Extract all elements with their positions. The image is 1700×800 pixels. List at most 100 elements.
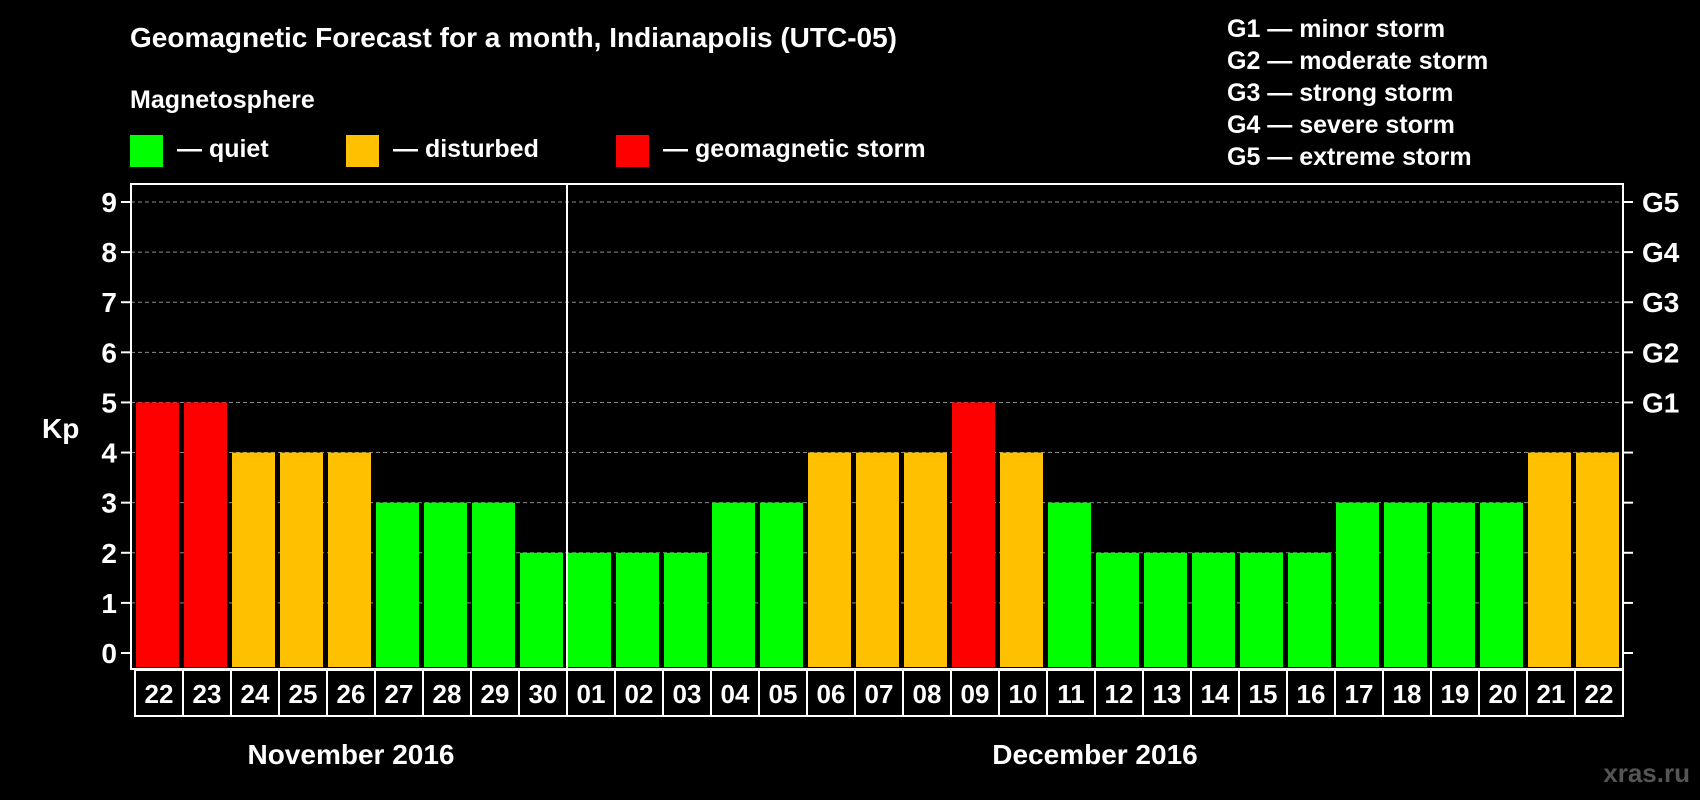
legend-heading: Magnetosphere	[130, 86, 315, 114]
bar	[856, 452, 899, 667]
bar	[1480, 502, 1523, 667]
bar	[664, 552, 707, 667]
storm-scale-g5: G5 — extreme storm	[1227, 143, 1472, 171]
y-tick-label: 9	[101, 187, 117, 218]
legend-swatch-quiet	[130, 135, 163, 167]
bar	[136, 402, 179, 667]
storm-scale-g2: G2 — moderate storm	[1227, 47, 1488, 75]
y-axis-label: Kp	[42, 413, 79, 444]
bar	[1048, 502, 1091, 667]
x-tick-label: 02	[625, 679, 654, 709]
right-axis-label: G2	[1642, 337, 1679, 368]
x-tick-label: 17	[1345, 679, 1374, 709]
x-tick-label: 23	[193, 679, 222, 709]
x-tick-label: 14	[1201, 679, 1230, 709]
bar	[568, 552, 611, 667]
x-tick-label: 22	[145, 679, 174, 709]
x-tick-label: 06	[817, 679, 846, 709]
x-tick-label: 25	[289, 679, 318, 709]
y-axis-ticks: 0 1 2 3 4 5 6 7 8 9	[101, 187, 1633, 669]
chart-title: Geomagnetic Forecast for a month, Indian…	[130, 22, 897, 53]
x-tick-label: 19	[1441, 679, 1470, 709]
right-axis-label: G4	[1642, 237, 1680, 268]
bar	[280, 452, 323, 667]
y-tick-label: 4	[101, 438, 117, 469]
bar	[616, 552, 659, 667]
x-tick-label: 07	[865, 679, 894, 709]
y-tick-label: 7	[101, 287, 117, 318]
x-tick-label: 28	[433, 679, 462, 709]
y-tick-label: 3	[101, 488, 117, 519]
x-tick-label: 18	[1393, 679, 1422, 709]
x-tick-label: 05	[769, 679, 798, 709]
bar	[1576, 452, 1619, 667]
month-label: December 2016	[992, 739, 1197, 770]
legend-label-storm: — geomagnetic storm	[663, 135, 926, 163]
x-tick-label: 24	[241, 679, 270, 709]
storm-scale-g4: G4 — severe storm	[1227, 111, 1455, 139]
bar	[1288, 552, 1331, 667]
y-tick-label: 0	[101, 638, 117, 669]
storm-scale-g3: G3 — strong storm	[1227, 79, 1453, 107]
legend: — quiet — disturbed — geomagnetic storm	[130, 135, 926, 167]
x-tick-label: 12	[1105, 679, 1134, 709]
legend-label-disturbed: — disturbed	[393, 135, 539, 163]
x-tick-label: 26	[337, 679, 366, 709]
month-label: November 2016	[247, 739, 454, 770]
x-axis-date-cells: 22 23 24 25 26 27 28 29 30 01 02 03 04 05 06 07 08 09 10 11…	[134, 669, 1624, 717]
x-tick-label: 21	[1537, 679, 1566, 709]
storm-scale-legend: G1 — minor storm G2 — moderate storm G3 …	[1227, 15, 1488, 171]
y-tick-label: 8	[101, 237, 117, 268]
bar	[328, 452, 371, 667]
x-tick-label: 27	[385, 679, 414, 709]
bar	[376, 502, 419, 667]
x-tick-label: 16	[1297, 679, 1326, 709]
x-tick-label: 01	[577, 679, 606, 709]
right-axis-labels: G1 G2 G3 G4 G5	[1642, 187, 1680, 418]
month-labels: November 2016 December 2016	[247, 739, 1197, 770]
x-tick-label: 20	[1489, 679, 1518, 709]
x-tick-label: 04	[721, 679, 750, 709]
x-tick-label: 30	[529, 679, 558, 709]
legend-swatch-storm	[616, 135, 649, 167]
bar	[1528, 452, 1571, 667]
bar	[904, 452, 947, 667]
bar	[472, 502, 515, 667]
x-tick-label: 11	[1057, 679, 1085, 709]
x-tick-label: 10	[1009, 679, 1038, 709]
right-axis-label: G3	[1642, 287, 1679, 318]
bar	[808, 452, 851, 667]
bar	[1096, 552, 1139, 667]
y-tick-label: 6	[101, 337, 117, 368]
bar	[1144, 552, 1187, 667]
y-tick-label: 1	[101, 588, 117, 619]
x-tick-label: 15	[1249, 679, 1278, 709]
bar	[1240, 552, 1283, 667]
x-tick-label: 08	[913, 679, 942, 709]
y-tick-label: 5	[101, 387, 117, 418]
bar	[520, 552, 563, 667]
bar	[952, 402, 995, 667]
legend-label-quiet: — quiet	[177, 135, 269, 163]
bars	[136, 402, 1619, 667]
storm-scale-g1: G1 — minor storm	[1227, 15, 1445, 43]
x-tick-label: 13	[1153, 679, 1182, 709]
bar	[1336, 502, 1379, 667]
plot-frame	[130, 183, 1624, 670]
bar	[184, 402, 227, 667]
x-tick-label: 29	[481, 679, 510, 709]
x-tick-label: 09	[961, 679, 990, 709]
bar	[1000, 452, 1043, 667]
bar	[760, 502, 803, 667]
legend-swatch-disturbed	[346, 135, 379, 167]
bar	[712, 502, 755, 667]
bar	[232, 452, 275, 667]
bar	[1384, 502, 1427, 667]
bar	[1432, 502, 1475, 667]
y-tick-label: 2	[101, 538, 117, 569]
right-axis-label: G1	[1642, 387, 1679, 418]
bar	[1192, 552, 1235, 667]
watermark: xras.ru	[1603, 758, 1690, 788]
x-tick-label: 03	[673, 679, 702, 709]
